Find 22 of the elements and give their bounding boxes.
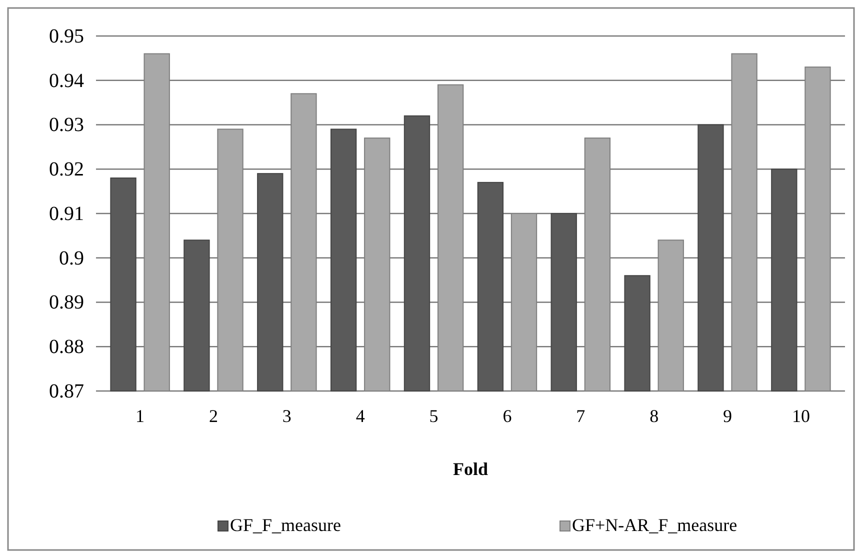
y-tick-label: 0.93 <box>49 114 84 136</box>
x-tick-label: 7 <box>576 406 586 426</box>
x-tick-label: 4 <box>356 406 365 426</box>
y-tick-label: 0.91 <box>49 202 84 225</box>
y-tick-label: 0.94 <box>49 70 84 92</box>
y-tick-label: 0.89 <box>49 292 84 314</box>
x-tick-label: 3 <box>282 406 292 426</box>
x-tick-label: 5 <box>429 406 438 426</box>
y-tick-label: 0.88 <box>49 336 84 358</box>
x-tick-label: 8 <box>650 406 659 426</box>
y-tick-label: 0.9 <box>59 247 84 270</box>
y-tick-label: 0.92 <box>49 158 84 181</box>
y-tick-label: 0.87 <box>49 380 84 402</box>
x-tick-label: 10 <box>792 406 810 426</box>
x-tick-label: 9 <box>723 406 732 426</box>
y-tick-label: 0.95 <box>49 25 84 48</box>
legend-label: GF_F_measure <box>230 515 341 535</box>
legend-label: GF+N-AR_F_measure <box>572 515 738 535</box>
x-tick-label: 2 <box>208 406 218 426</box>
x-axis-title: Fold <box>452 459 488 479</box>
x-tick-label: 1 <box>136 406 145 426</box>
x-tick-label: 6 <box>502 406 512 426</box>
